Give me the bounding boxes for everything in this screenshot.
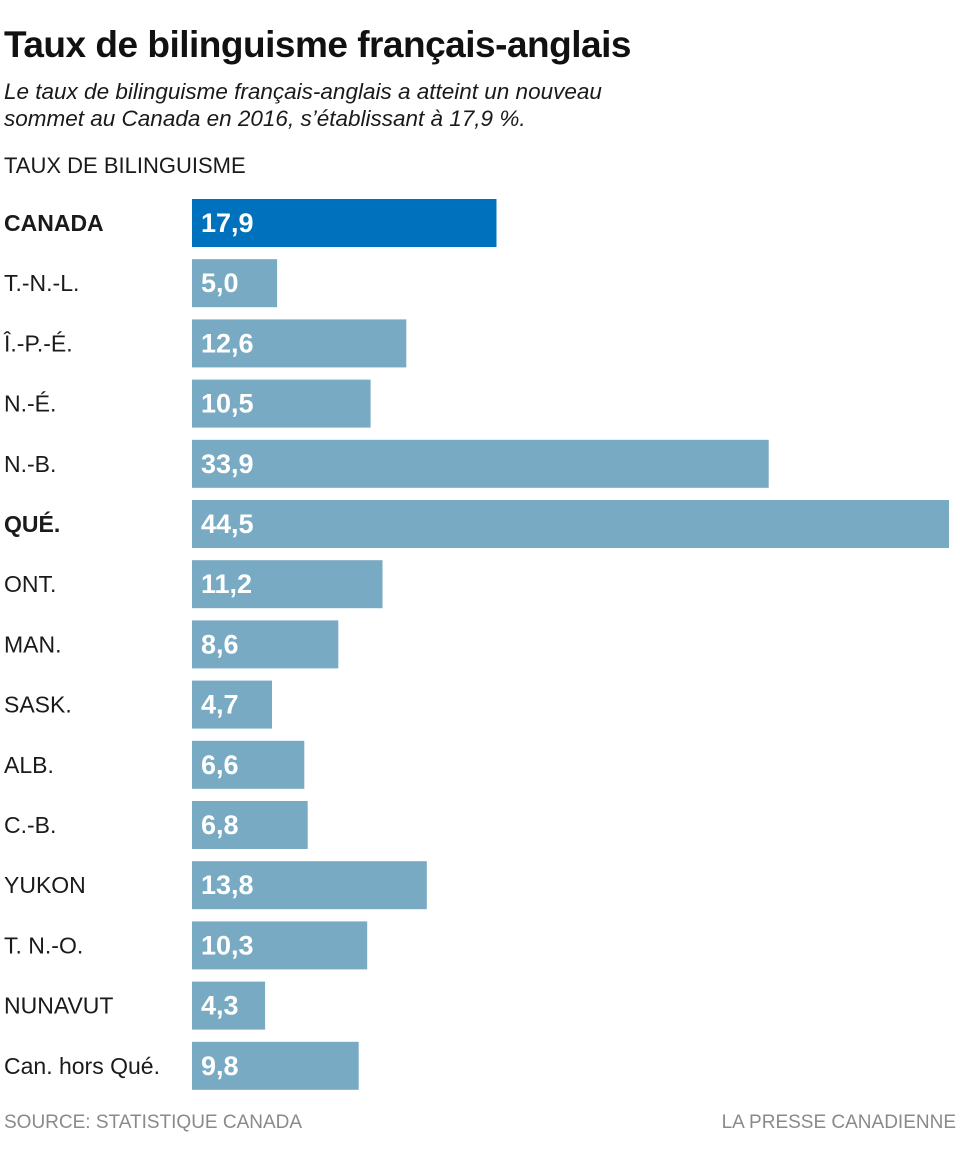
- category-label-n-b: N.-B.: [4, 451, 56, 477]
- source-note: SOURCE: STATISTIQUE CANADA: [4, 1112, 303, 1133]
- bar-n-b: [192, 439, 769, 488]
- category-label-canada: CANADA: [4, 210, 104, 236]
- bar-alb: [192, 740, 305, 789]
- value-label-n-e: 10,5: [201, 389, 254, 419]
- bar-que: [192, 500, 949, 548]
- bar-canada: [192, 199, 497, 247]
- category-label-sask: SASK.: [4, 692, 72, 718]
- chart-title: Taux de bilinguisme français-anglais: [4, 24, 631, 65]
- category-label-alb: ALB.: [4, 752, 54, 778]
- category-label-c-b: C.-B.: [4, 812, 56, 838]
- value-label-ont: 11,2: [201, 569, 252, 599]
- category-label-t-n-o: T. N.-O.: [4, 932, 83, 958]
- category-label-i-p-e: Î.-P.-É.: [3, 330, 73, 356]
- category-label-que: QUÉ.: [4, 510, 60, 537]
- value-label-t-n-l: 5,0: [201, 268, 239, 298]
- category-label-t-n-l: T.-N.-L.: [4, 270, 79, 296]
- category-label-can-hors-que: Can. hors Qué.: [4, 1053, 160, 1079]
- bar-nunavut: [192, 981, 266, 1030]
- category-label-nunavut: NUNAVUT: [4, 993, 113, 1019]
- bar-i-p-e: [192, 319, 407, 368]
- value-label-que: 44,5: [201, 509, 254, 539]
- value-label-nunavut: 4,3: [201, 991, 239, 1021]
- category-label-ont: ONT.: [4, 571, 56, 597]
- bar-sask: [192, 680, 272, 729]
- bar-yukon: [192, 861, 427, 910]
- category-label-man: MAN.: [4, 631, 62, 657]
- bar-man: [192, 620, 339, 669]
- bar-can-hors-que: [192, 1041, 359, 1090]
- category-label-n-e: N.-É.: [4, 391, 56, 417]
- value-label-yukon: 13,8: [201, 870, 254, 900]
- value-label-canada: 17,9: [201, 208, 254, 238]
- bar-n-e: [192, 379, 371, 428]
- bar-ont: [192, 560, 383, 609]
- bar-t-n-l: [192, 259, 278, 308]
- value-label-n-b: 33,9: [201, 449, 254, 479]
- value-label-i-p-e: 12,6: [201, 328, 254, 358]
- value-label-sask: 4,7: [201, 690, 239, 720]
- category-label-yukon: YUKON: [4, 872, 86, 898]
- value-label-c-b: 6,8: [201, 810, 239, 840]
- value-label-can-hors-que: 9,8: [201, 1051, 239, 1081]
- value-label-t-n-o: 10,3: [201, 930, 254, 960]
- value-label-alb: 6,6: [201, 750, 239, 780]
- bar-c-b: [192, 801, 308, 849]
- credit-note: LA PRESSE CANADIENNE: [721, 1112, 956, 1133]
- chart-subtitle: Le taux de bilinguisme français-anglais …: [4, 79, 602, 131]
- value-label-man: 8,6: [201, 629, 239, 659]
- measure-label: TAUX DE BILINGUISME: [4, 153, 246, 178]
- bar-t-n-o: [192, 921, 368, 970]
